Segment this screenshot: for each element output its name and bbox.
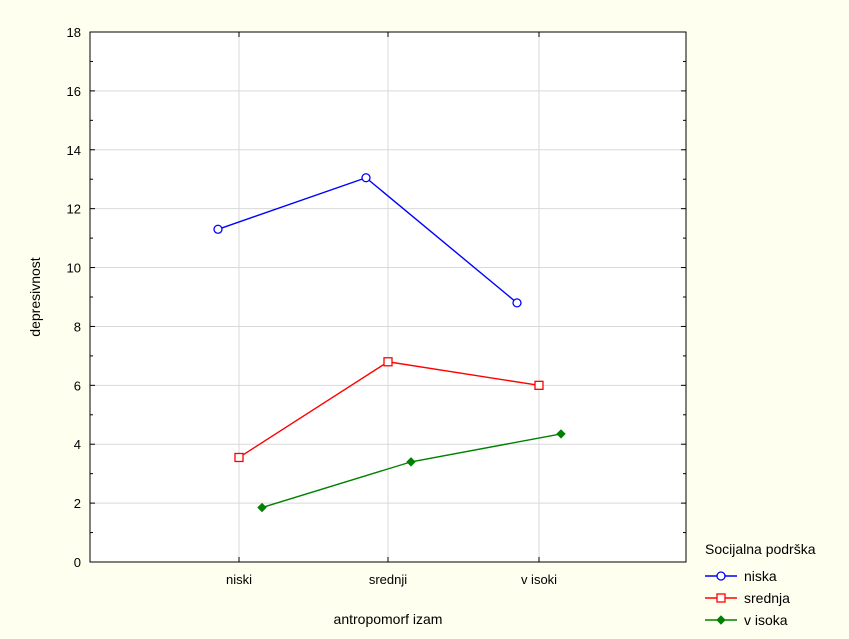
legend-item: v isoka (705, 612, 788, 628)
legend-label: niska (744, 568, 777, 584)
data-point (512, 298, 522, 308)
legend-swatch-marker (716, 593, 726, 603)
series-visoka (257, 429, 566, 513)
y-tick-label: 4 (74, 437, 81, 452)
legend-swatch-marker (716, 615, 726, 625)
y-axis-title: depresivnost (27, 257, 43, 336)
x-axis-title: antropomorf izam (334, 611, 443, 627)
grid (90, 32, 686, 562)
data-point (213, 224, 223, 234)
y-tick-label: 12 (67, 202, 81, 217)
data-point (234, 452, 244, 463)
legend-swatch-marker (716, 571, 726, 581)
data-point (257, 502, 267, 513)
legend-label: srednja (744, 590, 790, 606)
legend-title: Socijalna podrška (705, 541, 816, 557)
data-point (534, 380, 544, 390)
y-tick-label: 2 (74, 496, 81, 511)
y-tick-label: 18 (67, 25, 81, 40)
legend: Socijalna podrška niska srednja v isoka (705, 541, 816, 628)
y-tick-label: 8 (74, 319, 81, 334)
x-tick-label: niski (226, 572, 252, 587)
x-tick-label: v isoki (521, 572, 557, 587)
y-tick-label: 14 (67, 143, 81, 158)
plot-frame (89, 31, 687, 563)
data-point (556, 429, 566, 439)
series-niska (213, 173, 522, 308)
series-group (213, 173, 566, 513)
data-point (406, 457, 416, 467)
x-tick-label: srednji (369, 572, 407, 587)
y-tick-label: 0 (74, 555, 81, 570)
legend-item: srednja (705, 590, 790, 606)
y-tick-label: 10 (67, 261, 81, 276)
y-tick-label: 6 (74, 378, 81, 393)
y-tick-labels: 0 2 4 6 8 10 12 14 16 18 (67, 25, 81, 570)
data-point (361, 173, 371, 183)
series-srednja (234, 357, 544, 463)
x-tick-labels: niski srednji v isoki (226, 572, 557, 587)
legend-item: niska (705, 568, 777, 584)
y-tick-label: 16 (67, 84, 81, 99)
legend-label: v isoka (744, 612, 788, 628)
data-point (383, 357, 393, 367)
